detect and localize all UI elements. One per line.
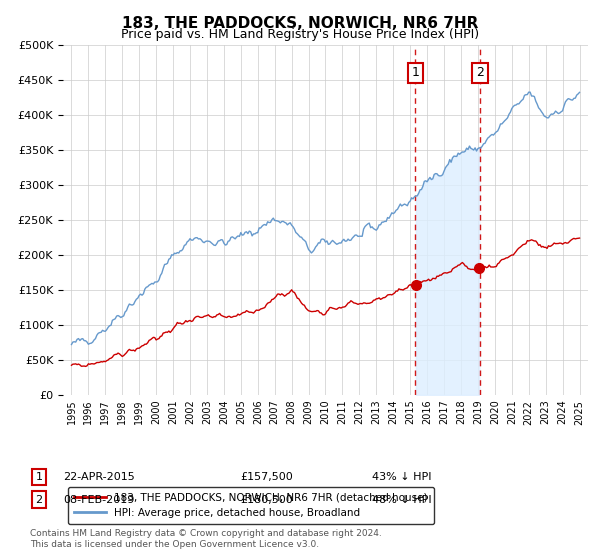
Text: 1: 1 [412, 66, 419, 80]
Text: Price paid vs. HM Land Registry's House Price Index (HPI): Price paid vs. HM Land Registry's House … [121, 28, 479, 41]
Text: £157,500: £157,500 [240, 472, 293, 482]
Text: Contains HM Land Registry data © Crown copyright and database right 2024.
This d: Contains HM Land Registry data © Crown c… [30, 529, 382, 549]
Text: 43% ↓ HPI: 43% ↓ HPI [372, 472, 431, 482]
Legend: 183, THE PADDOCKS, NORWICH, NR6 7HR (detached house), HPI: Average price, detach: 183, THE PADDOCKS, NORWICH, NR6 7HR (det… [68, 487, 434, 524]
Text: 1: 1 [35, 472, 43, 482]
Text: 2: 2 [35, 494, 43, 505]
Text: 08-FEB-2019: 08-FEB-2019 [63, 494, 134, 505]
Text: 183, THE PADDOCKS, NORWICH, NR6 7HR: 183, THE PADDOCKS, NORWICH, NR6 7HR [122, 16, 478, 31]
Text: 48% ↓ HPI: 48% ↓ HPI [372, 494, 431, 505]
Text: 2: 2 [476, 66, 484, 80]
Text: £180,500: £180,500 [240, 494, 293, 505]
Text: 22-APR-2015: 22-APR-2015 [63, 472, 135, 482]
